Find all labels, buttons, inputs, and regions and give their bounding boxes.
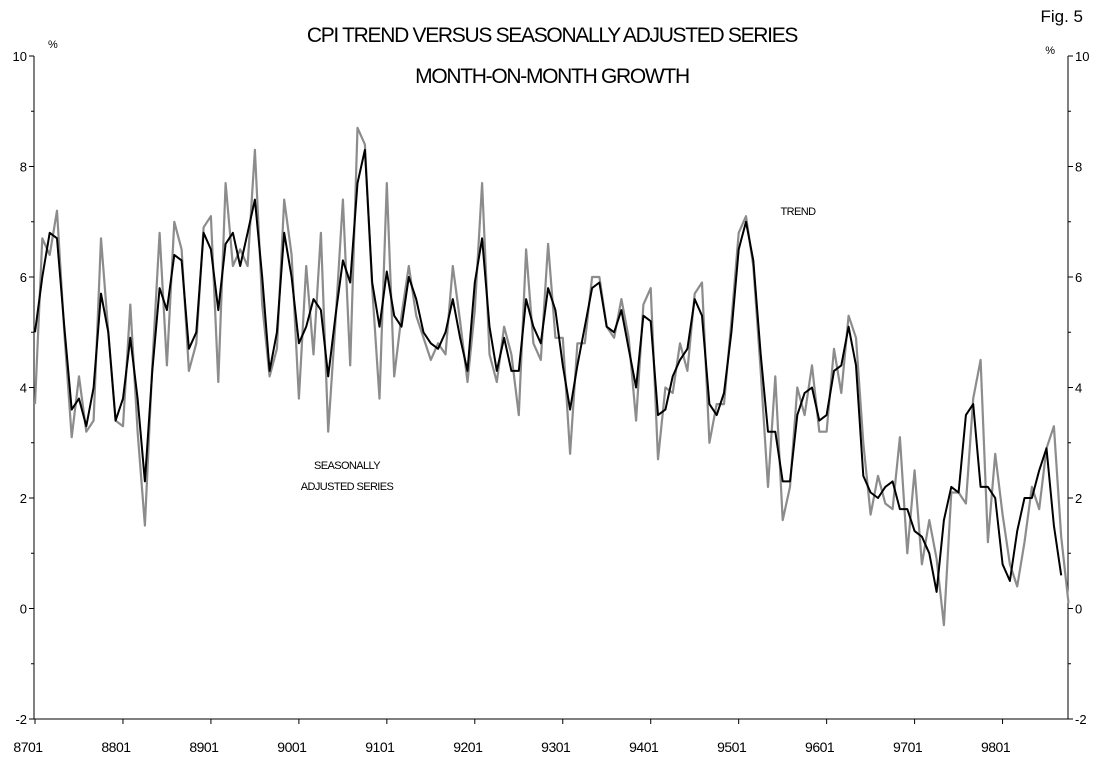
series-lines bbox=[33, 126, 1070, 627]
y-tick-label-left: 2 bbox=[20, 491, 27, 506]
y-unit-right: % bbox=[1045, 45, 1055, 57]
x-tick-label: 8901 bbox=[189, 739, 219, 755]
x-tick-label: 9001 bbox=[277, 739, 307, 755]
chart-title-line-2: MONTH-ON-MONTH GROWTH bbox=[415, 65, 689, 88]
x-tick-label: 9301 bbox=[541, 739, 571, 755]
chart-title-line-1: CPI TREND VERSUS SEASONALLY ADJUSTED SER… bbox=[307, 24, 799, 47]
y-tick-label-right: 0 bbox=[1075, 602, 1082, 617]
y-tick-label-left: 8 bbox=[20, 160, 27, 175]
seasonally-adjusted-annotation-line-1: SEASONALLY bbox=[314, 460, 381, 472]
y-tick-label-left: 4 bbox=[20, 381, 27, 396]
x-tick-label: 8701 bbox=[13, 739, 43, 755]
y-tick-label-right: 4 bbox=[1075, 381, 1082, 396]
x-tick-label: 9201 bbox=[453, 739, 483, 755]
seasonally_adjusted-line bbox=[33, 126, 1070, 627]
x-tick-label: 9401 bbox=[629, 739, 659, 755]
x-tick-label: 9101 bbox=[365, 739, 395, 755]
figure-label: Fig. 5 bbox=[1040, 7, 1083, 26]
y-tick-label-right: -2 bbox=[1075, 712, 1087, 727]
y-tick-label-right: 6 bbox=[1075, 270, 1082, 285]
trend-line bbox=[34, 148, 1063, 593]
y-tick-label-right: 2 bbox=[1075, 491, 1082, 506]
seasonally-adjusted-annotation-line-2: ADJUSTED SERIES bbox=[301, 481, 394, 493]
y-tick-label-left: 0 bbox=[20, 602, 27, 617]
x-tick-label: 9501 bbox=[717, 739, 747, 755]
x-tick-label: 9701 bbox=[893, 739, 923, 755]
x-tick-label: 9801 bbox=[981, 739, 1011, 755]
y-tick-label-left: 6 bbox=[20, 270, 27, 285]
y-unit-left: % bbox=[48, 39, 58, 51]
y-tick-label-right: 10 bbox=[1075, 49, 1089, 64]
y-tick-label-right: 8 bbox=[1075, 160, 1082, 175]
axes: -2 -2 0 0 2 2 4 4 6 6 8 8 10 10 8701 8801 8901 9001 9101 92… bbox=[13, 49, 1090, 755]
x-tick-label: 9601 bbox=[805, 739, 835, 755]
y-tick-label-left: 10 bbox=[13, 49, 27, 64]
trend-annotation: TREND bbox=[781, 206, 817, 218]
x-tick-label: 8801 bbox=[101, 739, 131, 755]
y-tick-label-left: -2 bbox=[15, 712, 27, 727]
